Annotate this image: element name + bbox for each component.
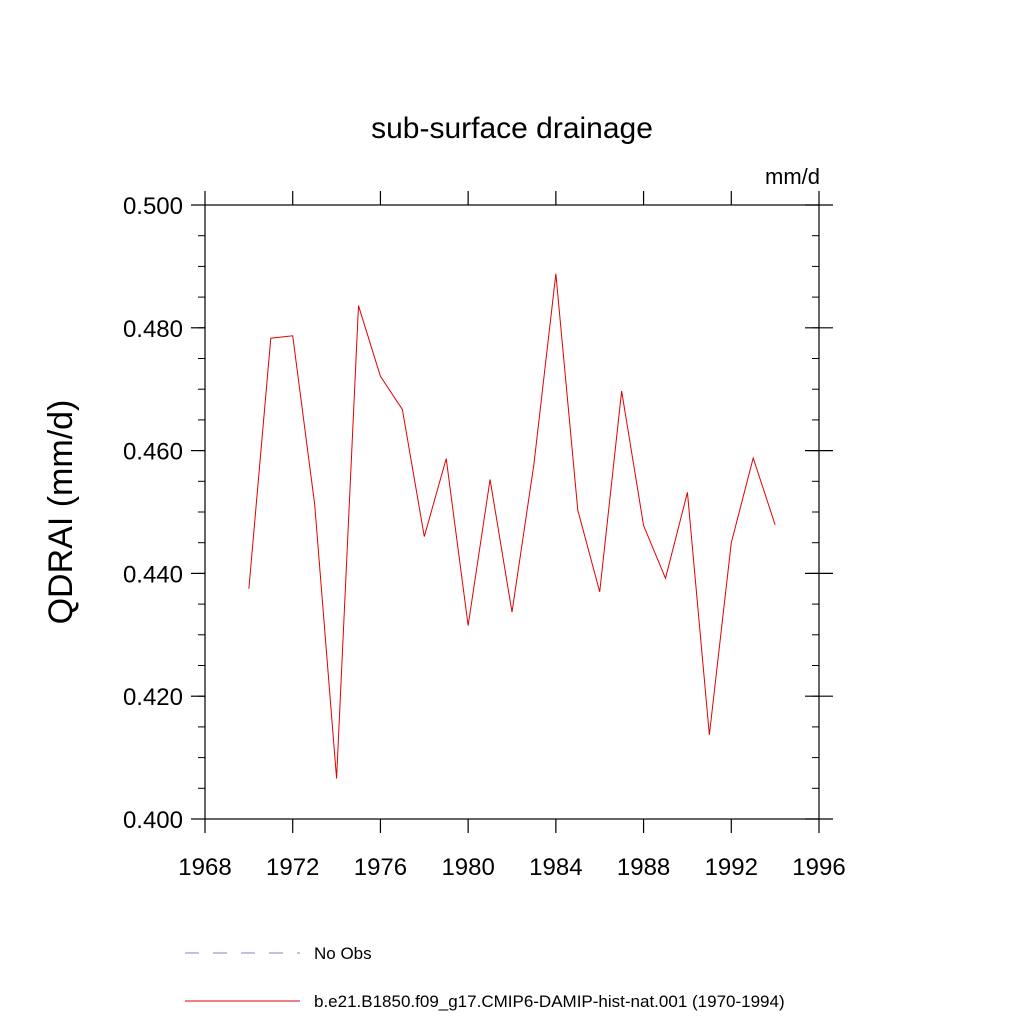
axis-ticks (191, 191, 833, 833)
y-axis-label: QDRAI (mm/d) (42, 400, 80, 625)
y-tick-label: 0.460 (123, 439, 183, 466)
x-tick-label: 1992 (705, 854, 758, 881)
legend-label-model-run: b.e21.B1850.f09_g17.CMIP6-DAMIP-hist-nat… (314, 992, 785, 1011)
y-tick-label: 0.420 (123, 684, 183, 711)
plot-frame (204, 204, 820, 820)
y-tick-label: 0.480 (123, 316, 183, 343)
legend: No Obs b.e21.B1850.f09_g17.CMIP6-DAMIP-h… (185, 944, 785, 1011)
x-tick-label: 1976 (354, 854, 407, 881)
x-tick-label: 1980 (441, 854, 494, 881)
x-tick-label: 1996 (792, 854, 845, 881)
legend-label-no-obs: No Obs (314, 944, 372, 963)
x-tick-label: 1968 (178, 854, 231, 881)
x-tick-label: 1984 (529, 854, 582, 881)
units-label: mm/d (765, 164, 820, 189)
legend-item-model-run: b.e21.B1850.f09_g17.CMIP6-DAMIP-hist-nat… (185, 992, 785, 1011)
series-layer (248, 273, 776, 779)
y-tick-label: 0.440 (123, 561, 183, 588)
chart-title: sub-surface drainage (371, 112, 653, 145)
tick-labels: 1968 1972 1976 1980 1984 1988 1992 1996 0.400 0.4… (123, 193, 846, 881)
x-tick-label: 1972 (266, 854, 319, 881)
series-line-1 (248, 273, 776, 779)
y-tick-label: 0.500 (123, 193, 183, 220)
x-tick-label: 1988 (617, 854, 670, 881)
legend-item-no-obs: No Obs (185, 944, 372, 963)
y-tick-label: 0.400 (123, 807, 183, 834)
